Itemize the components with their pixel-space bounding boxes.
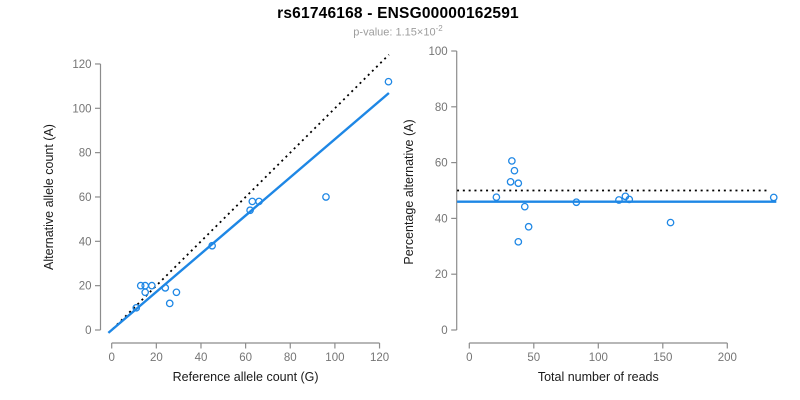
left-data-point [141,288,150,297]
left-y-tick-label: 120 [72,59,91,71]
left-data-point [246,206,254,215]
right-y-axis-title: Percentage alternative (A) [402,119,416,264]
right-y-tick-label: 40 [435,213,448,225]
left-data-point [136,281,145,290]
right-x-axis-title: Total number of reads [538,370,659,384]
left-identity-line [112,54,390,330]
right-data-point [514,237,523,246]
left-y-tick-label: 0 [85,325,91,337]
figure-title: rs61746168 - ENSG00000162591 [277,5,519,22]
left-data-point [132,303,141,312]
right-x-tick-label: 100 [589,352,608,364]
right-data-point [520,202,529,211]
left-y-axis-title: Alternative allele count (A) [42,124,56,270]
right-x-tick-label: 150 [653,352,672,364]
right-data-point [625,195,634,204]
left-data-point [165,299,174,308]
left-data-point [161,284,170,292]
right-x-tick-label: 200 [718,352,737,364]
right-data-point [492,193,501,202]
right-data-point [666,218,675,227]
left-data-point [172,288,181,297]
right-y-tick-label: 60 [435,158,448,170]
left-y-tick-label: 40 [79,236,92,248]
left-y-tick-label: 100 [72,103,91,115]
left-data-point [322,193,330,201]
left-data-point [148,281,156,290]
left-y-tick-label: 20 [79,281,92,293]
right-data-point [524,222,533,231]
pvalue-subtitle: p-value: 1.15×10-2 [0,24,796,39]
left-x-tick-label: 60 [239,352,252,364]
left-x-tick-label: 80 [284,352,297,364]
left-data-point [384,77,393,86]
left-x-axis-title: Reference allele count (G) [173,370,319,384]
right-y-tick-label: 80 [435,102,448,114]
left-x-tick-label: 0 [108,352,114,364]
right-data-point [615,196,623,204]
right-data-point [769,193,778,202]
right-data-point [514,179,523,188]
pvalue-exponent: -2 [435,24,443,33]
right-data-point [510,166,519,175]
left-data-point [255,197,263,206]
left-data-point [208,241,216,250]
left-x-tick-label: 40 [195,352,208,364]
right-x-tick-label: 0 [466,352,472,364]
left-y-tick-label: 60 [79,192,92,204]
right-y-tick-label: 0 [441,325,447,337]
left-data-point [248,197,257,206]
left-y-tick-label: 80 [79,148,92,160]
left-x-tick-label: 100 [325,352,344,364]
right-data-point [508,157,516,165]
left-x-tick-label: 120 [370,352,389,364]
pvalue-base: p-value: 1.15×10 [353,26,436,39]
right-data-point [572,198,581,207]
right-data-point [506,178,515,186]
left-data-point [141,281,150,290]
left-x-tick-label: 20 [150,352,163,364]
right-y-tick-label: 20 [435,269,448,281]
right-y-tick-label: 100 [429,46,448,58]
right-x-tick-label: 50 [527,352,540,364]
